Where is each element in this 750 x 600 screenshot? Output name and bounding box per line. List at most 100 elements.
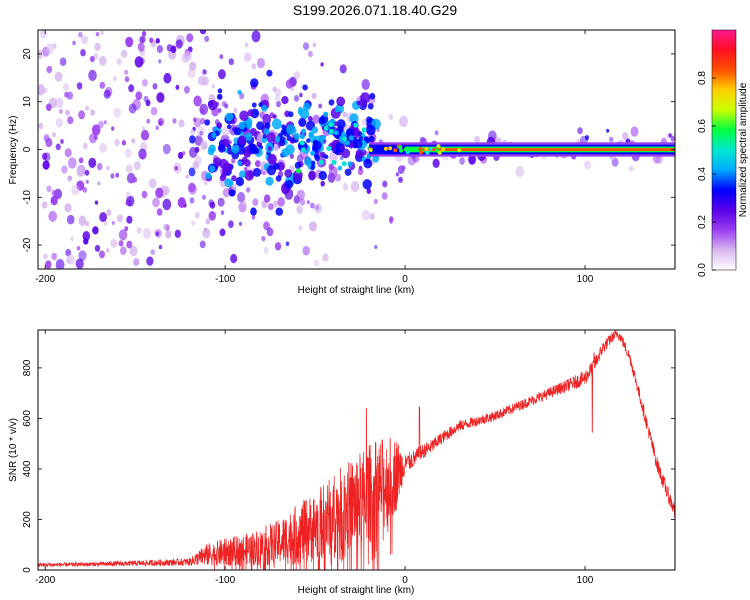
spectrogram-cell — [630, 126, 639, 137]
spectrogram-cell — [143, 95, 149, 103]
spectrogram-cell — [136, 227, 142, 234]
spectrogram-cell — [162, 143, 171, 155]
spectrogram-cell — [181, 52, 190, 64]
spectrogram-cell — [374, 245, 378, 249]
colorbar-ticks: 0.0 0.2 0.4 0.6 0.8 — [697, 71, 716, 277]
spectrogram-cell — [196, 126, 206, 138]
spectrogram-cell — [312, 139, 318, 145]
spectrogram-cell — [141, 190, 148, 199]
spectrogram-cell — [342, 136, 347, 142]
x-tick-label: -200 — [35, 575, 55, 586]
spectrogram-cell — [301, 128, 306, 134]
spectrogram-cell — [441, 147, 445, 152]
spectrogram-cell — [82, 186, 88, 193]
spectrogram-cell — [609, 136, 614, 143]
spectrogram-cell — [72, 40, 76, 46]
spectrogram-cell — [628, 165, 634, 172]
spectrogram-cell — [286, 124, 296, 135]
spectrogram-cell — [185, 174, 190, 180]
spectrogram-cell — [128, 103, 137, 114]
spectrogram-cell — [99, 81, 106, 89]
spectrogram-cell — [111, 126, 115, 131]
spectrogram-cell — [275, 175, 282, 182]
spectrogram-cell — [344, 168, 352, 176]
spectrogram-cell — [263, 194, 271, 203]
spectrogram-cell — [294, 161, 302, 169]
spectrogram-cell — [323, 125, 329, 131]
spectrogram-cell — [125, 201, 129, 206]
spectrogram-cell — [281, 96, 289, 105]
spectrogram-cell — [194, 135, 203, 147]
spectrogram-cell — [113, 107, 121, 118]
spectrogram-cell — [307, 115, 313, 122]
spectrogram-cell — [231, 144, 240, 154]
spectrogram-cell — [436, 144, 441, 149]
spectrogram-cell — [304, 157, 312, 166]
spectrogram-cell — [251, 30, 261, 43]
spectrogram-cell — [134, 56, 144, 68]
spectrogram-cell — [64, 91, 69, 98]
spectrogram-cell — [219, 174, 226, 182]
x-tick-label: -100 — [215, 274, 235, 285]
spectrogram-cell — [137, 42, 145, 52]
spectrogram-cell — [244, 42, 249, 48]
spectrogram-cell — [218, 144, 226, 153]
spectrogram-cell — [91, 124, 101, 136]
spectrogram-cell — [265, 176, 274, 186]
spectrogram-cell — [382, 180, 388, 188]
spectrogram-cell — [121, 140, 126, 146]
spectrogram-cell — [383, 146, 388, 151]
spectrogram-cell — [418, 147, 423, 151]
spectrogram-cell — [233, 107, 238, 114]
spectrogram-cell — [162, 223, 168, 230]
spectrogram-cell — [256, 121, 265, 130]
spectrogram-cell — [194, 211, 200, 219]
spectrogram-cell — [281, 148, 290, 158]
spectrogram-cell — [85, 105, 89, 111]
snr-axes: -200 -100 0 100 0 200 400 600 800 — [22, 330, 675, 586]
spectrogram-cell — [293, 71, 301, 80]
spectrogram-cell — [275, 88, 281, 97]
spectrogram-cell — [78, 157, 84, 164]
spectrogram-cell — [189, 197, 195, 204]
spectrogram-cell — [203, 180, 208, 186]
spectrogram-cell — [320, 180, 325, 187]
spectrogram-cell — [218, 108, 222, 113]
spectrogram-cell — [155, 38, 160, 44]
spectrogram-cell — [331, 160, 337, 165]
spectrogram-cell — [146, 118, 151, 124]
spectrogram-cell — [55, 118, 63, 128]
spectrogram-cell — [356, 100, 361, 106]
spectrogram-cell — [51, 189, 57, 197]
spectrogram-cell — [126, 191, 131, 198]
spectrogram-cell — [76, 82, 83, 90]
spectrogram-cell — [55, 97, 64, 109]
spectrogram-cell — [239, 110, 249, 122]
spectrogram-cell — [252, 167, 262, 177]
spectrogram-cell — [381, 192, 388, 200]
spectrogram-cell — [148, 178, 157, 189]
spectrogram-cell — [373, 198, 378, 205]
spectrogram-cell — [199, 130, 203, 136]
spectrogram-cell — [312, 42, 316, 48]
spectrogram-cell — [318, 116, 326, 125]
spectrogram-cell — [328, 122, 334, 128]
y-tick-label: 200 — [22, 511, 33, 528]
spectrogram-cell — [219, 54, 224, 60]
spectrogram-cell — [296, 205, 303, 214]
spectrogram-cell — [272, 114, 277, 119]
x-tick-label: -200 — [35, 274, 55, 285]
spectrogram-cell — [289, 153, 294, 159]
spectrogram-cell — [132, 176, 138, 183]
spectrogram-cell — [155, 125, 159, 130]
spectrogram-cell — [165, 230, 172, 239]
spectrogram-cell — [124, 148, 132, 158]
spectrogram-cell — [201, 76, 209, 86]
spectrogram-cell — [106, 209, 112, 216]
spectrogram-cell — [126, 240, 133, 249]
spectrogram-cell — [38, 122, 44, 130]
spectrogram-cell — [193, 95, 202, 107]
spectrogram-cell — [231, 158, 236, 164]
colorbar-label: Normalized spectral amplitude — [738, 82, 749, 217]
spectrogram-cell — [90, 109, 95, 116]
